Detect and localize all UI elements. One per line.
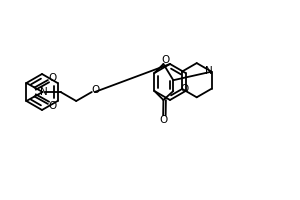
Text: N: N — [205, 66, 212, 76]
Text: O: O — [159, 115, 167, 125]
Text: O: O — [48, 73, 56, 83]
Text: O: O — [92, 85, 100, 95]
Text: N: N — [40, 87, 48, 97]
Text: O: O — [48, 101, 56, 111]
Text: O: O — [181, 84, 189, 94]
Text: O: O — [161, 55, 169, 65]
